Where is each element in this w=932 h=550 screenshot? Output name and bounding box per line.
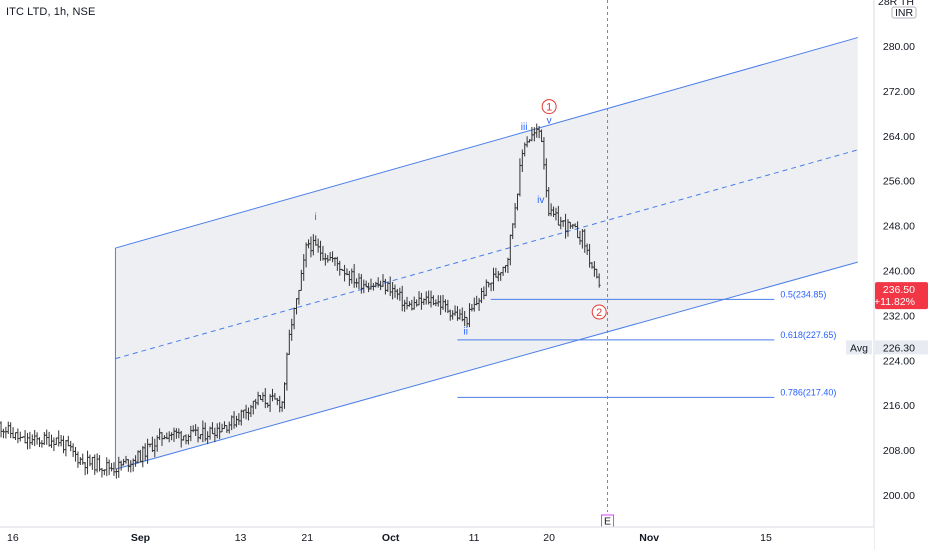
candle: [110, 462, 114, 472]
candle: [13, 432, 17, 441]
candle: [54, 437, 58, 446]
candle: [90, 456, 94, 470]
price-tick-label: 216.00: [883, 400, 915, 412]
time-axis[interactable]: 16 Sep 13 21 Oct 11 20 Nov 15: [0, 526, 874, 550]
fib-label-0.786: 0.786(217.40): [780, 387, 836, 397]
price-tick-label: 200.00: [883, 490, 915, 502]
price-tick-label: 232.00: [883, 310, 915, 322]
fib-label-0.5: 0.5(234.85): [780, 289, 826, 299]
avg-tag-text: Avg: [850, 342, 868, 354]
channel-fill: [115, 37, 858, 470]
time-tick-label: 16: [7, 532, 19, 544]
time-tick-label: Oct: [382, 532, 400, 544]
last-price-change: +11.82%: [874, 296, 915, 308]
price-tick-label: 280.00: [883, 41, 915, 53]
price-tick-label: 264.00: [883, 131, 915, 143]
time-axis-bg: [0, 527, 874, 550]
candle: [47, 431, 51, 447]
candle: [71, 443, 75, 457]
price-tick-label: 208.00: [883, 445, 915, 457]
candle: [64, 440, 68, 457]
candle: [93, 454, 97, 475]
wave-circle-label-2: 2: [596, 307, 602, 319]
wave-label-ii: ii: [464, 326, 468, 337]
candle: [18, 431, 22, 442]
candle: [25, 432, 29, 450]
candle: [114, 468, 118, 479]
last-price-tag[interactable]: [875, 282, 928, 310]
price-tick-label: 256.00: [883, 176, 915, 188]
candle: [66, 435, 70, 447]
price-tick-label: 224.00: [883, 355, 915, 367]
candle: [88, 454, 92, 467]
wave-circle-label-1: 1: [546, 102, 552, 114]
candle: [9, 422, 13, 439]
price-tick-label: 272.00: [883, 86, 915, 98]
time-tick-label: 21: [301, 532, 313, 544]
candle: [0, 421, 3, 438]
candlesticks: [0, 123, 601, 479]
candle: [4, 426, 8, 439]
currency-box[interactable]: [891, 6, 917, 19]
channel-lower-line[interactable]: [115, 261, 858, 470]
time-tick-label: Sep: [131, 532, 150, 544]
wave-label-iii: iii: [521, 122, 528, 133]
candle: [100, 467, 104, 478]
candle: [69, 440, 73, 452]
candle: [107, 459, 111, 476]
currency-label: INR: [895, 7, 914, 19]
candle: [57, 430, 61, 447]
event-label: E: [604, 516, 611, 528]
parallel-channel[interactable]: [114, 37, 858, 470]
time-tick-label: 20: [543, 532, 555, 544]
time-tick-label: 13: [235, 532, 247, 544]
wave-circle-2: [591, 304, 607, 320]
avg-price-bg: [875, 340, 928, 355]
candle: [1, 428, 5, 439]
avg-price-label: 226.30: [883, 342, 915, 354]
channel-median-line[interactable]: [115, 149, 858, 360]
candle: [78, 457, 82, 466]
candle: [105, 457, 109, 477]
wave-label-v: v: [547, 115, 552, 126]
price-tick-label: 240.00: [883, 266, 915, 278]
candle: [16, 428, 20, 444]
fibonacci-levels[interactable]: 0.5(234.85) 0.618(227.65) 0.786(217.40): [457, 289, 836, 398]
time-tick-label: 15: [760, 532, 772, 544]
candle: [11, 427, 15, 439]
candle: [42, 431, 46, 445]
chart-title: ITC LTD, 1h, NSE: [6, 6, 96, 18]
candle: [23, 430, 27, 444]
wave-circle-1: [541, 99, 557, 115]
candle: [597, 273, 601, 288]
last-price-label: 236.50: [883, 284, 915, 296]
avg-tag-bg: [846, 340, 872, 355]
wave-label-i: i: [314, 212, 316, 223]
candle: [86, 450, 90, 475]
price-axis-bg: [874, 0, 932, 550]
candle: [95, 453, 99, 473]
candle: [76, 451, 80, 468]
price-tick-label: 248.00: [883, 221, 915, 233]
event-marker[interactable]: E: [601, 0, 615, 528]
candle: [37, 437, 41, 448]
candle: [33, 429, 37, 447]
candle: [83, 462, 87, 476]
candle: [6, 421, 10, 435]
candle: [62, 435, 66, 454]
price-axis[interactable]: 280.00 272.00 264.00 256.00 248.00 240.00 232.…: [846, 0, 932, 550]
fib-label-0.618: 0.618(227.65): [780, 330, 836, 340]
channel-upper-line[interactable]: [115, 37, 858, 249]
wave-label-iv: iv: [537, 195, 544, 206]
time-tick-label: Nov: [639, 532, 659, 544]
candle: [28, 431, 32, 449]
axis-unit-line1: 28R TH: [878, 0, 914, 8]
time-tick-label: 11: [469, 532, 480, 544]
